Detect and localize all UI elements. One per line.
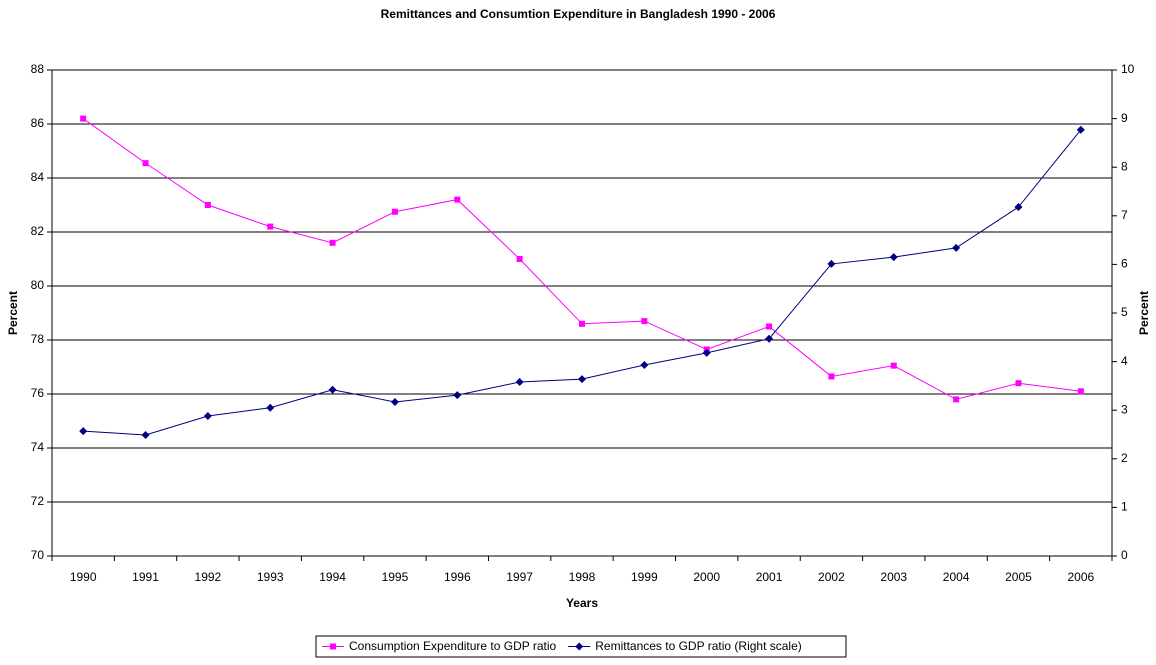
y-tick-label: 88: [31, 62, 45, 76]
series-line: [82, 118, 1081, 400]
y-tick-label: 76: [31, 386, 45, 400]
point: [953, 396, 960, 403]
legend-label: Remittances to GDP ratio (Right scale): [595, 639, 802, 653]
y-tick-label: 82: [31, 224, 45, 238]
x-tick-label: 2005: [1005, 570, 1032, 584]
x-tick-label: 2003: [880, 570, 907, 584]
point: [328, 385, 337, 394]
point: [640, 361, 649, 370]
x-tick-label: 1996: [444, 570, 471, 584]
point: [204, 202, 211, 208]
y2-tick-label: 4: [1121, 354, 1128, 368]
point: [828, 373, 835, 380]
point: [766, 323, 773, 330]
chart-title: Remittances and Consumtion Expenditure i…: [381, 7, 776, 21]
point: [889, 253, 898, 262]
y-tick-label: 84: [31, 170, 45, 184]
point: [578, 375, 586, 384]
x-tick-label: 2001: [756, 570, 783, 584]
point: [890, 362, 897, 369]
series-line: [83, 129, 1082, 436]
x-tick-label: 1990: [70, 570, 97, 584]
y-tick-label: 74: [31, 440, 45, 454]
y2-tick-label: 5: [1121, 305, 1128, 319]
y2-tick-label: 7: [1121, 208, 1128, 222]
point: [79, 427, 88, 436]
point: [952, 243, 961, 252]
y2-tick-label: 0: [1121, 548, 1128, 562]
point: [1076, 125, 1085, 134]
x-tick-label: 1999: [631, 570, 658, 584]
point: [827, 259, 836, 268]
point: [579, 320, 585, 327]
point: [203, 412, 212, 421]
point: [141, 430, 150, 439]
y2-axis-title: Percent: [1137, 291, 1151, 335]
point: [575, 642, 584, 651]
point: [329, 239, 336, 246]
y-tick-label: 86: [31, 116, 45, 130]
x-tick-label: 1994: [319, 570, 346, 584]
point: [765, 334, 774, 343]
x-tick-label: 1993: [257, 570, 284, 584]
y2-tick-label: 6: [1121, 257, 1128, 271]
point: [142, 160, 149, 167]
x-tick-label: 1995: [382, 570, 409, 584]
point: [391, 208, 398, 215]
point: [702, 348, 711, 357]
point: [80, 115, 87, 122]
x-tick-label: 2006: [1067, 570, 1094, 584]
point: [515, 378, 524, 387]
y2-tick-label: 2: [1121, 451, 1128, 465]
y-tick-label: 78: [31, 332, 45, 346]
point: [453, 391, 462, 400]
y2-tick-label: 8: [1121, 159, 1128, 173]
legend-label: Consumption Expenditure to GDP ratio: [349, 639, 557, 653]
y-tick-label: 72: [31, 494, 45, 508]
point: [454, 196, 461, 203]
point: [267, 223, 274, 230]
point: [390, 397, 399, 406]
point: [1014, 203, 1023, 212]
x-tick-label: 1991: [132, 570, 159, 584]
x-tick-label: 2004: [943, 570, 970, 584]
y-axis-title: Percent: [6, 291, 20, 335]
point: [1015, 380, 1022, 387]
point: [641, 318, 648, 325]
point: [266, 403, 275, 412]
plot-border: [51, 69, 1113, 557]
x-tick-label: 1992: [195, 570, 222, 584]
y-tick-label: 80: [31, 278, 45, 292]
point: [1077, 388, 1084, 395]
x-tick-label: 2002: [818, 570, 845, 584]
y2-tick-label: 9: [1121, 111, 1128, 125]
y2-tick-label: 10: [1121, 62, 1135, 76]
point: [330, 643, 336, 650]
y2-tick-label: 3: [1121, 402, 1128, 416]
point: [516, 256, 523, 262]
x-tick-label: 2000: [693, 570, 720, 584]
y2-tick-label: 1: [1121, 500, 1128, 514]
x-axis-title: Years: [566, 596, 598, 610]
x-tick-label: 1998: [569, 570, 596, 584]
x-tick-label: 1997: [506, 570, 533, 584]
y-tick-label: 70: [31, 548, 45, 562]
